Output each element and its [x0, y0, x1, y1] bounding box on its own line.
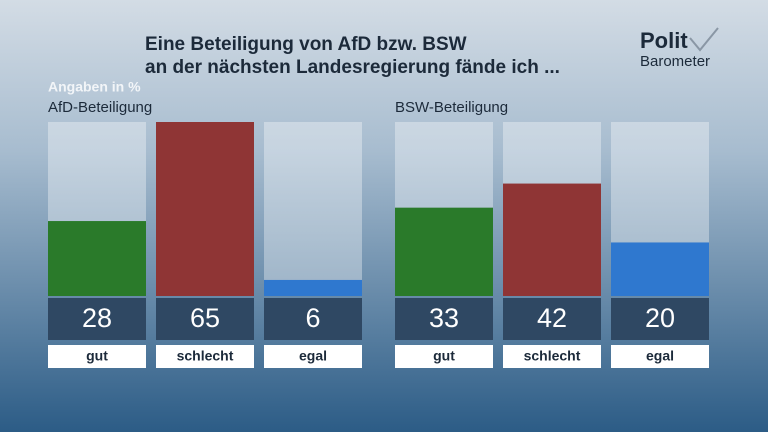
value-label: 42 — [537, 303, 567, 333]
title-line: Eine Beteiligung von AfD bzw. BSW — [145, 34, 467, 55]
logo-check — [689, 27, 719, 52]
bar — [611, 242, 709, 296]
category-box — [156, 345, 254, 368]
category-label: gut — [86, 348, 108, 364]
value-box — [264, 298, 362, 340]
panel-title: AfD-Beteiligung — [48, 99, 152, 116]
note: Angaben in % — [48, 79, 141, 95]
category-label: egal — [299, 348, 327, 364]
category-box — [503, 345, 601, 368]
category-label: egal — [646, 348, 674, 364]
category-box — [395, 345, 493, 368]
value-label: 6 — [305, 303, 320, 333]
value-label: 65 — [190, 303, 220, 333]
bar — [264, 279, 362, 296]
logo-text: Barometer — [640, 53, 710, 70]
category-label: schlecht — [524, 348, 581, 364]
value-label: 33 — [429, 303, 459, 333]
bar — [395, 207, 493, 296]
bar — [156, 122, 254, 296]
category-label: schlecht — [177, 348, 234, 364]
bar-background — [264, 122, 362, 296]
value-box — [156, 298, 254, 340]
bar — [503, 183, 601, 296]
value-label: 20 — [645, 303, 675, 333]
category-box — [48, 345, 146, 368]
bar — [48, 221, 146, 296]
value-box — [395, 298, 493, 340]
category-label: gut — [433, 348, 455, 364]
value-box — [48, 298, 146, 340]
title-line: an der nächsten Landesregierung fände ic… — [145, 57, 560, 78]
value-label: 28 — [82, 303, 112, 333]
value-box — [503, 298, 601, 340]
value-box — [611, 298, 709, 340]
category-box — [611, 345, 709, 368]
logo-text: Polit — [640, 28, 688, 53]
panel-title: BSW-Beteiligung — [395, 99, 508, 116]
category-box — [264, 345, 362, 368]
